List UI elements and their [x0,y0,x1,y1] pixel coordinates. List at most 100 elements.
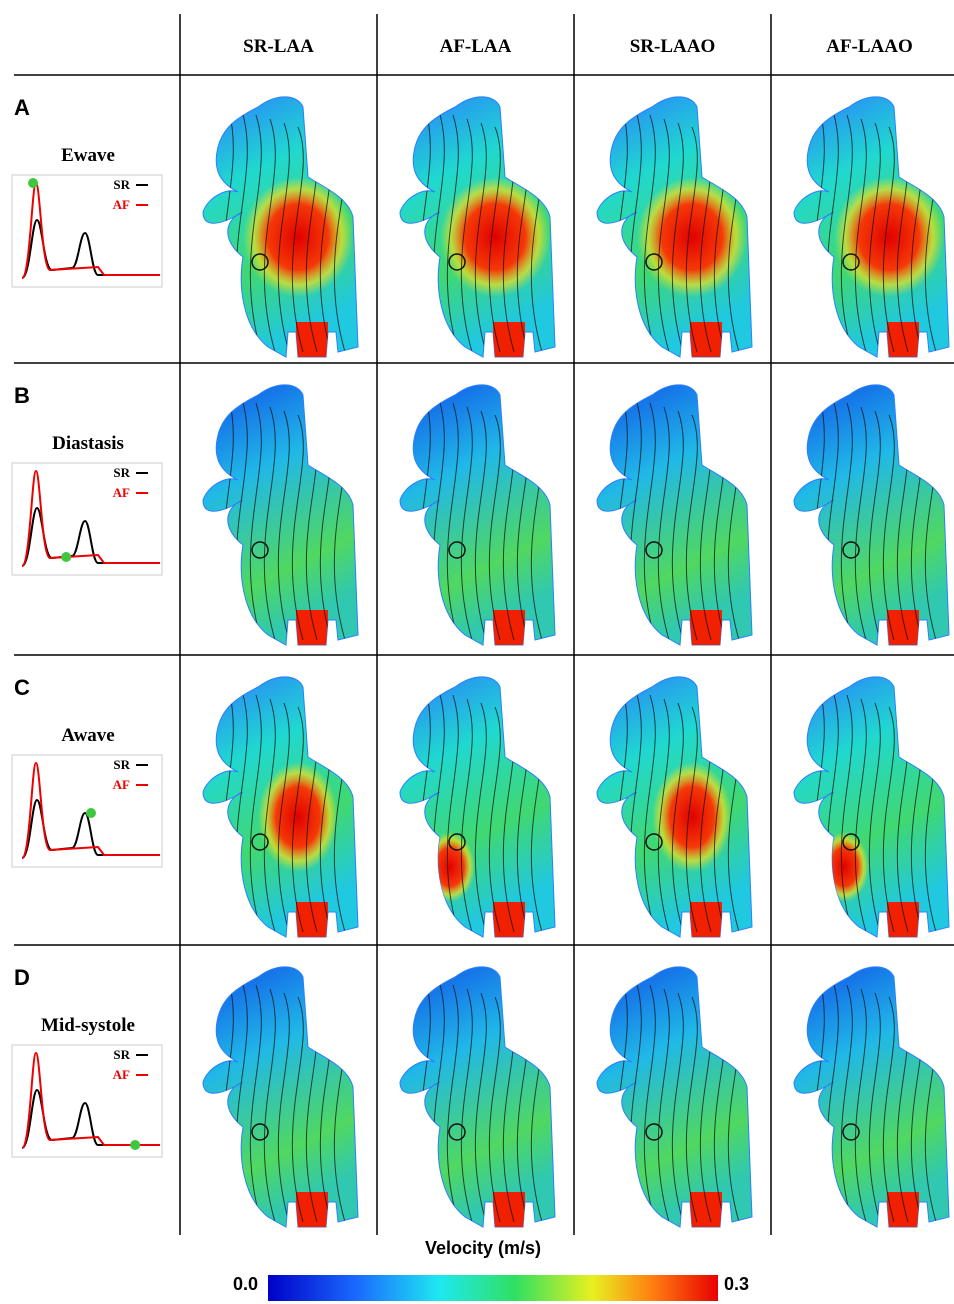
streamline [474,410,487,641]
af-curve [21,469,160,567]
inset-plot: SR AF [11,1044,163,1158]
outlet [296,322,328,358]
atrium-shape [202,966,359,1228]
streamline [685,996,698,1223]
vortex [448,541,466,559]
inset-plot: SR AF [11,754,163,868]
velocity-field [812,106,944,358]
streamline [685,126,698,353]
colorbar-max: 0.3 [724,1274,749,1294]
streamline [474,122,487,353]
flow-image [202,384,359,646]
streamline [854,988,867,1223]
streamline [263,406,276,641]
streamline [474,992,487,1223]
streamline [671,410,684,641]
streamline [263,698,276,933]
phase-marker [28,178,39,188]
streamline [277,410,290,641]
streamline [291,996,304,1223]
flow-image [793,676,950,938]
streamline [868,992,881,1223]
row-phase: Awave [61,725,114,746]
outlet [493,902,525,938]
streamline [446,402,459,641]
flow-image [202,676,359,938]
vortex [842,541,860,559]
streamline [488,996,501,1223]
streamline [882,126,895,353]
flow-image [793,966,950,1228]
vortex [842,833,860,851]
atrium-shape [399,676,556,938]
flow-image [596,966,753,1228]
row-phase: Ewave [61,145,115,166]
vortex [645,833,663,851]
streamline [249,984,262,1223]
streamline [291,706,304,933]
row-letter: D [14,965,30,990]
flow-image [399,676,556,938]
atrium-shape [596,966,753,1228]
outlet [690,902,722,938]
streamline [671,992,684,1223]
streamline [446,114,459,353]
legend-af: AF [113,197,130,212]
velocity-field [615,106,747,358]
atrium-shape [793,966,950,1228]
legend-sr: SR [113,1047,130,1062]
streamline [488,126,501,353]
outlet [493,322,525,358]
streamline [657,406,670,641]
jet [652,762,732,872]
vortex [251,833,269,851]
outlet [887,902,919,938]
flow-image [596,384,753,646]
velocity-field [615,976,740,1228]
vortex [842,1123,860,1141]
velocity-field [615,686,740,938]
outlet [296,1192,328,1228]
outlet [887,1192,919,1228]
streamline [840,984,853,1223]
legend-af: AF [113,1067,130,1082]
streamline [643,694,656,933]
streamline [854,406,867,641]
streamline [685,414,698,641]
streamline [882,706,895,933]
atrium-shape [202,384,359,646]
atrium-shape [399,384,556,646]
column-header: SR-LAAO [630,36,716,57]
legend-af: AF [113,485,130,500]
streamline [882,996,895,1223]
flow-image [202,966,359,1228]
row-letter: A [14,95,30,120]
streamline [882,414,895,641]
streamline [854,118,867,353]
streamline [446,694,459,933]
streamline [488,414,501,641]
streamline [249,694,262,933]
vortex [448,833,466,851]
column-header: AF-LAAO [826,36,913,57]
flow-image [596,676,753,938]
flow-image [399,96,556,358]
flow-image [596,96,753,358]
inset-plot: SR AF [11,174,163,288]
atrium-shape [596,384,753,646]
legend-sr: SR [113,757,130,772]
streamline [840,402,853,641]
streamline [671,122,684,353]
streamline [657,988,670,1223]
vortex [645,1123,663,1141]
streamline [263,988,276,1223]
streamline [868,122,881,353]
velocity-field [221,686,346,938]
inset-plot: SR AF [11,462,163,576]
outlet [887,610,919,646]
streamline [854,698,867,933]
streamline [263,118,276,353]
streamline [249,114,262,353]
column-header: SR-LAA [243,36,314,57]
